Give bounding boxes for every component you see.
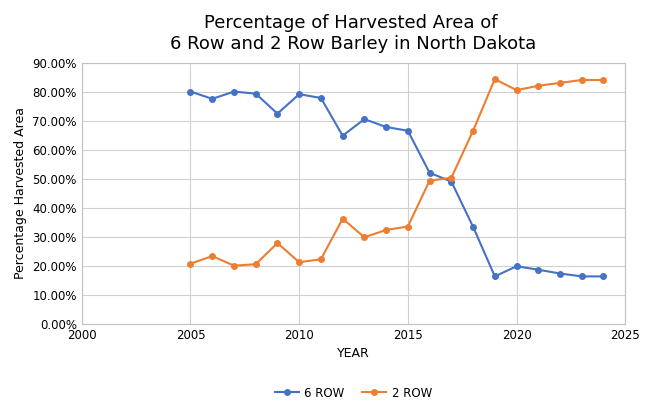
6 ROW xyxy=(556,271,564,276)
6 ROW xyxy=(491,274,499,279)
6 ROW xyxy=(339,133,347,138)
2 ROW xyxy=(273,241,281,246)
6 ROW xyxy=(426,170,434,175)
2 ROW xyxy=(447,175,455,180)
2 ROW xyxy=(295,260,303,265)
6 ROW xyxy=(317,95,325,100)
6 ROW xyxy=(534,267,542,272)
2 ROW xyxy=(556,81,564,85)
2 ROW xyxy=(578,78,586,83)
2 ROW xyxy=(230,263,238,268)
6 ROW xyxy=(273,111,281,116)
Title: Percentage of Harvested Area of 
6 Row and 2 Row Barley in North Dakota: Percentage of Harvested Area of 6 Row an… xyxy=(171,14,537,53)
Line: 2 ROW: 2 ROW xyxy=(188,76,606,269)
6 ROW xyxy=(186,89,194,94)
Line: 6 ROW: 6 ROW xyxy=(188,89,606,279)
6 ROW xyxy=(404,128,412,133)
6 ROW xyxy=(513,264,521,269)
Legend: 6 ROW, 2 ROW: 6 ROW, 2 ROW xyxy=(270,382,437,404)
2 ROW xyxy=(360,235,368,240)
2 ROW xyxy=(317,257,325,262)
2 ROW xyxy=(186,261,194,266)
2 ROW xyxy=(252,262,260,267)
2 ROW xyxy=(404,224,412,229)
2 ROW xyxy=(600,78,608,83)
6 ROW xyxy=(295,92,303,97)
2 ROW xyxy=(491,77,499,82)
6 ROW xyxy=(600,274,608,279)
2 ROW xyxy=(469,128,477,133)
2 ROW xyxy=(339,216,347,221)
2 ROW xyxy=(534,83,542,88)
2 ROW xyxy=(426,178,434,183)
6 ROW xyxy=(469,224,477,229)
2 ROW xyxy=(382,227,390,232)
2 ROW xyxy=(513,88,521,93)
6 ROW xyxy=(447,179,455,184)
2 ROW xyxy=(209,254,216,259)
6 ROW xyxy=(382,124,390,129)
6 ROW xyxy=(360,117,368,122)
6 ROW xyxy=(209,96,216,101)
6 ROW xyxy=(230,89,238,94)
6 ROW xyxy=(578,274,586,279)
Y-axis label: Percentage Harvested Area: Percentage Harvested Area xyxy=(14,107,27,279)
6 ROW xyxy=(252,91,260,96)
X-axis label: YEAR: YEAR xyxy=(337,347,370,360)
